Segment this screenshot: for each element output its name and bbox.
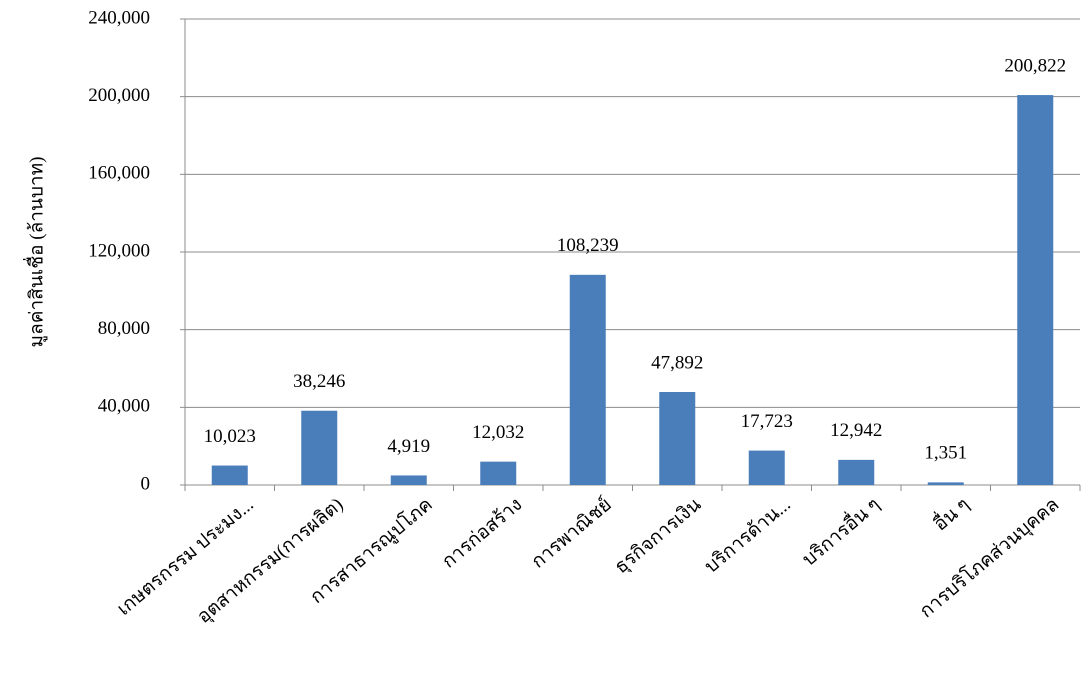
y-tick-label: 40,000 <box>98 396 150 417</box>
value-label: 4,919 <box>387 436 430 457</box>
value-label: 200,822 <box>1004 55 1066 76</box>
bar <box>212 466 248 485</box>
x-tick-label: การก่อสร้าง <box>438 494 526 572</box>
chart: มูลค่าสินเชื่อ (ล้านบาท) 0 40,000 80,000 12… <box>0 0 1090 679</box>
value-label: 12,032 <box>472 422 524 443</box>
y-tick-label: 160,000 <box>88 163 150 184</box>
bar <box>838 460 874 485</box>
x-tick-label: การพาณิชย์ <box>527 493 616 572</box>
x-tick-label: บริการด้าน... <box>701 494 795 578</box>
bar <box>659 392 695 485</box>
bar <box>480 462 516 485</box>
value-label: 108,239 <box>557 235 619 256</box>
bar <box>301 411 337 485</box>
y-tick-label: 200,000 <box>88 85 150 106</box>
value-label: 12,942 <box>830 420 882 441</box>
value-label: 47,892 <box>651 352 703 373</box>
y-tick-label: 80,000 <box>98 318 150 339</box>
x-tick-label: ธุรกิจการเงิน <box>611 494 706 579</box>
value-label: 10,023 <box>204 426 256 447</box>
y-axis-title: มูลค่าสินเชื่อ (ล้านบาท) <box>22 157 47 348</box>
bar <box>928 482 964 485</box>
value-label: 1,351 <box>924 443 967 464</box>
bar <box>749 451 785 485</box>
x-tick-label: บริการอื่น ๆ <box>796 491 884 571</box>
x-tick-label: การบริโภคส่วนบุคคล <box>915 493 1064 624</box>
x-tick-label: อุตสาหกรรม(การผลิต) <box>193 494 347 629</box>
value-label: 38,246 <box>293 371 345 392</box>
value-label: 17,723 <box>741 411 793 432</box>
y-tick-label: 120,000 <box>88 240 150 261</box>
y-tick-label: 240,000 <box>88 7 150 28</box>
x-tick-label: อื่น ๆ <box>928 491 974 535</box>
bar <box>1017 95 1053 485</box>
y-tick-label: 0 <box>141 473 151 494</box>
bar <box>570 275 606 485</box>
bar <box>391 475 427 485</box>
